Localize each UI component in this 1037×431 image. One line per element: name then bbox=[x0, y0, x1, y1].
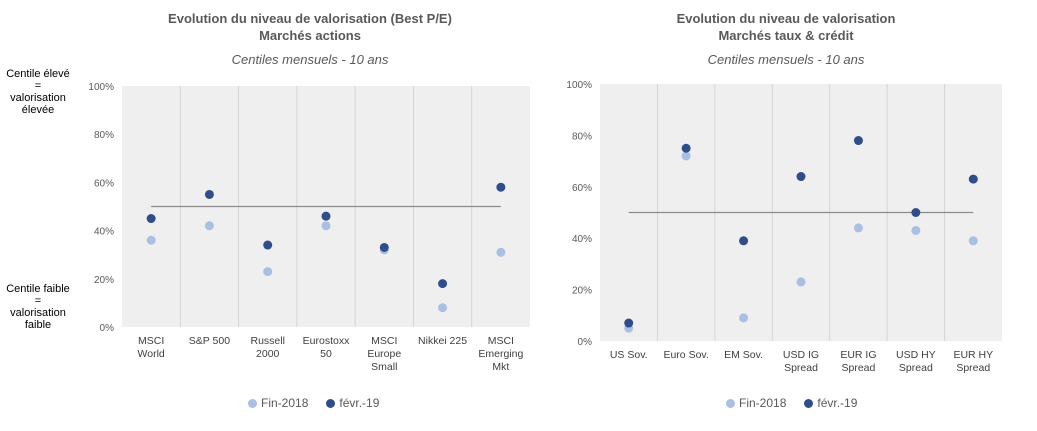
x-tick-label: EUR IG bbox=[840, 349, 876, 361]
x-tick-label: MSCI bbox=[138, 335, 164, 347]
note-high-line: élevée bbox=[21, 104, 55, 116]
point-fevr-19 bbox=[438, 279, 448, 289]
x-tick-label: Russell bbox=[250, 335, 284, 347]
x-tick-label: MSCI bbox=[371, 335, 397, 347]
right-chart-subtitle: Centiles mensuels - 10 ans bbox=[707, 52, 865, 67]
x-tick-label: Spread bbox=[956, 362, 990, 374]
point-fin-2018 bbox=[968, 236, 978, 246]
x-tick-label: 2000 bbox=[256, 348, 280, 360]
note-low-line: Centile faible bbox=[6, 283, 70, 295]
legend-item-fin2018: Fin-2018 bbox=[248, 396, 308, 410]
point-fevr-19 bbox=[911, 208, 921, 217]
right-title-line2: Marchés taux & crédit bbox=[718, 28, 854, 43]
point-fin-2018 bbox=[739, 313, 749, 323]
point-fevr-19 bbox=[739, 236, 749, 246]
x-tick-label: Small bbox=[371, 361, 397, 373]
y-tick-label: 20% bbox=[572, 286, 592, 297]
left-title-line1: Evolution du niveau de valorisation (Bes… bbox=[168, 11, 452, 26]
x-tick-label: Emerging bbox=[478, 348, 523, 360]
legend-label: Fin-2018 bbox=[261, 396, 309, 410]
x-tick-label: Spread bbox=[841, 362, 875, 374]
note-high-line: Centile élevé bbox=[6, 68, 70, 80]
y-tick-label: 100% bbox=[566, 80, 592, 91]
legend-label: févr.-19 bbox=[339, 396, 380, 410]
point-fevr-19 bbox=[321, 211, 331, 221]
x-tick-label: Euro Sov. bbox=[663, 349, 708, 361]
note-high-percentile: Centile élevé = valorisation élevée bbox=[0, 68, 76, 116]
point-fevr-19 bbox=[853, 136, 863, 146]
x-tick-label: Spread bbox=[784, 362, 818, 374]
note-low-line: = bbox=[34, 295, 42, 307]
legend-item-fevr19: févr.-19 bbox=[804, 396, 857, 410]
point-fevr-19 bbox=[968, 174, 978, 184]
right-title-line1: Evolution du niveau de valorisation bbox=[676, 11, 896, 26]
legend-label: févr.-19 bbox=[817, 396, 858, 410]
y-tick-label: 0% bbox=[578, 337, 593, 348]
right-legend: Fin-2018 févr.-19 bbox=[726, 396, 869, 410]
point-fin-2018 bbox=[496, 247, 506, 257]
point-fin-2018 bbox=[204, 221, 214, 231]
x-tick-label: MSCI bbox=[488, 335, 514, 347]
right-chart-title: Evolution du niveau de valorisation Marc… bbox=[596, 10, 976, 44]
y-tick-label: 80% bbox=[94, 130, 114, 141]
y-tick-label: 20% bbox=[94, 275, 114, 286]
point-fin-2018 bbox=[438, 303, 448, 313]
point-fin-2018 bbox=[911, 225, 921, 235]
x-tick-label: USD IG bbox=[783, 349, 819, 361]
x-tick-label: USD HY bbox=[896, 349, 936, 361]
note-low-line: valorisation bbox=[10, 307, 66, 319]
note-low-line: faible bbox=[24, 319, 52, 331]
x-tick-label: Spread bbox=[899, 362, 933, 374]
y-tick-label: 60% bbox=[572, 183, 592, 194]
point-fevr-19 bbox=[379, 242, 389, 252]
point-fin-2018 bbox=[853, 223, 863, 233]
point-fin-2018 bbox=[263, 267, 273, 277]
point-fevr-19 bbox=[496, 182, 506, 192]
legend-item-fin2018: Fin-2018 bbox=[726, 396, 786, 410]
point-fevr-19 bbox=[146, 214, 156, 224]
legend-item-fevr19: févr.-19 bbox=[326, 396, 379, 410]
x-tick-label: Eurostoxx bbox=[303, 335, 350, 347]
left-title-line2: Marchés actions bbox=[259, 28, 361, 43]
x-tick-label: Nikkei 225 bbox=[418, 335, 467, 347]
point-fevr-19 bbox=[204, 189, 214, 199]
y-tick-label: 40% bbox=[572, 234, 592, 245]
left-chart-subtitle: Centiles mensuels - 10 ans bbox=[231, 52, 389, 67]
x-tick-label: US Sov. bbox=[610, 349, 648, 361]
x-tick-label: S&P 500 bbox=[189, 335, 230, 347]
point-fevr-19 bbox=[263, 240, 273, 250]
note-low-percentile: Centile faible = valorisation faible bbox=[0, 283, 76, 331]
x-tick-label: EUR HY bbox=[953, 349, 993, 361]
y-tick-label: 80% bbox=[572, 131, 592, 142]
point-fin-2018 bbox=[681, 151, 691, 161]
note-high-line: valorisation bbox=[10, 92, 66, 104]
note-high-line: = bbox=[34, 80, 42, 92]
y-tick-label: 0% bbox=[100, 323, 115, 334]
y-tick-label: 60% bbox=[94, 178, 114, 189]
left-chart-title: Evolution du niveau de valorisation (Bes… bbox=[120, 10, 500, 44]
x-tick-label: EM Sov. bbox=[724, 349, 763, 361]
point-fevr-19 bbox=[796, 172, 806, 182]
y-tick-label: 40% bbox=[94, 227, 114, 238]
point-fevr-19 bbox=[681, 143, 691, 153]
x-tick-label: Europe bbox=[367, 348, 401, 360]
point-fevr-19 bbox=[624, 318, 634, 328]
x-tick-label: Mkt bbox=[492, 361, 509, 373]
x-tick-label: World bbox=[138, 348, 165, 360]
x-tick-label: 50 bbox=[320, 348, 332, 360]
y-tick-label: 100% bbox=[88, 82, 114, 93]
point-fin-2018 bbox=[796, 277, 806, 287]
point-fin-2018 bbox=[321, 221, 331, 231]
legend-marker-icon bbox=[804, 398, 814, 408]
legend-marker-icon bbox=[326, 398, 336, 408]
legend-label: Fin-2018 bbox=[739, 396, 787, 410]
point-fin-2018 bbox=[146, 235, 156, 245]
legend-marker-icon bbox=[726, 398, 735, 408]
legend-marker-icon bbox=[248, 398, 257, 408]
left-legend: Fin-2018 févr.-19 bbox=[248, 396, 391, 410]
